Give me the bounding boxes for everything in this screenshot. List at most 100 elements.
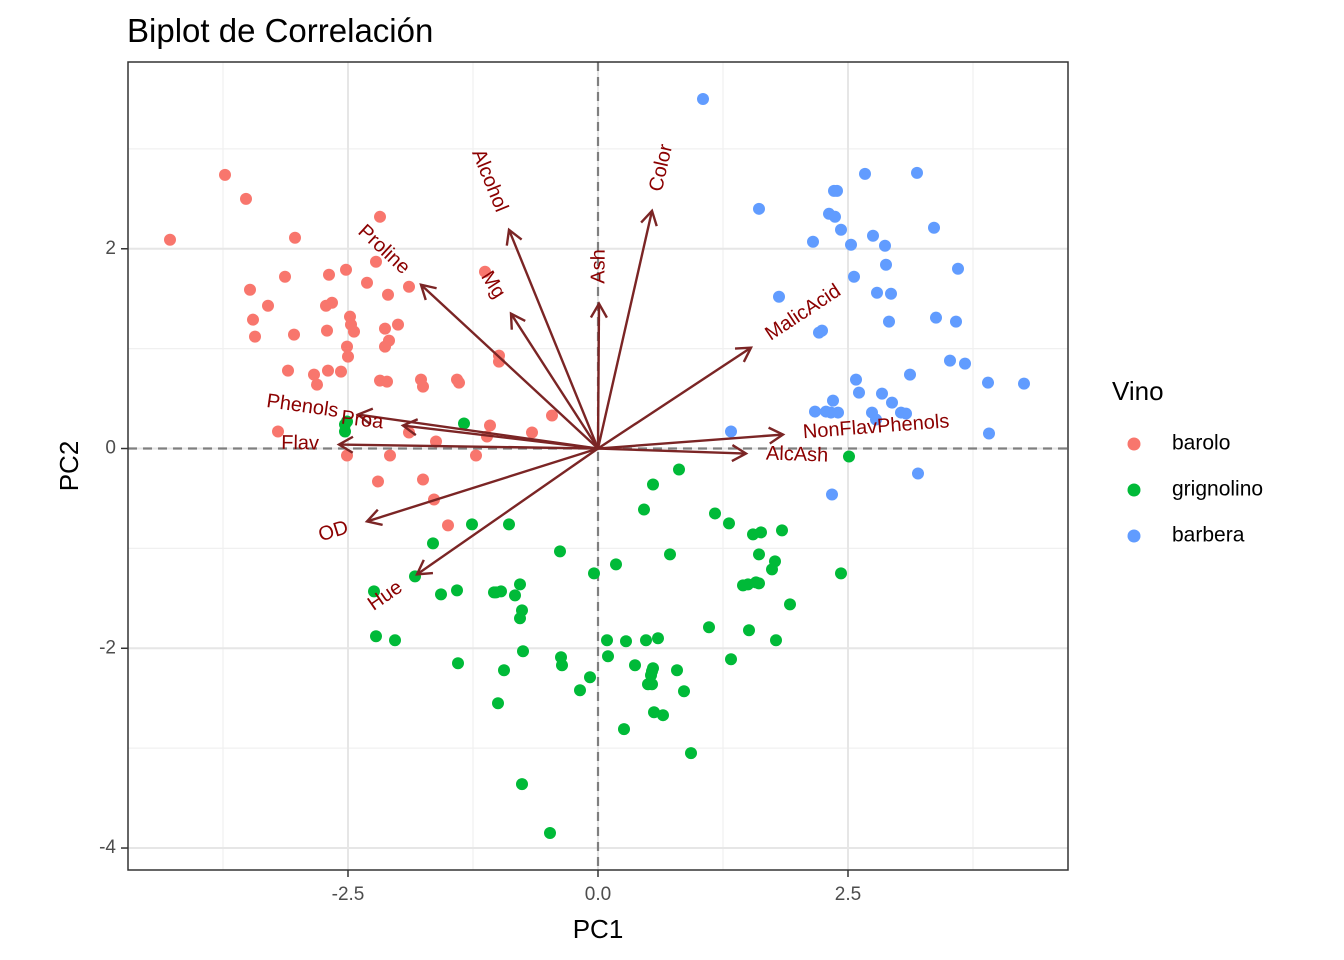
chart-title: Biplot de Correlación xyxy=(127,12,433,49)
point-barolo xyxy=(247,313,259,326)
point-barolo xyxy=(417,380,429,393)
arrowhead-Flav xyxy=(336,435,354,454)
point-barbera xyxy=(850,373,862,386)
point-grignolino xyxy=(640,634,652,647)
point-grignolino xyxy=(368,585,380,598)
point-grignolino xyxy=(574,684,586,697)
legend-label-barbera: barbera xyxy=(1172,524,1245,547)
point-grignolino xyxy=(544,827,556,840)
arrowhead-Color xyxy=(640,208,658,227)
point-barbera xyxy=(835,223,847,236)
point-barbera xyxy=(859,167,871,180)
point-barbera xyxy=(950,315,962,328)
point-barbera xyxy=(827,394,839,407)
point-grignolino xyxy=(495,585,507,598)
point-barolo xyxy=(323,268,335,281)
point-grignolino xyxy=(601,634,613,647)
point-grignolino xyxy=(503,518,515,531)
point-barolo xyxy=(374,210,386,223)
point-barbera xyxy=(952,262,964,275)
point-grignolino xyxy=(458,417,470,430)
point-barolo xyxy=(335,365,347,378)
point-barolo xyxy=(403,426,415,439)
point-grignolino xyxy=(647,478,659,491)
point-barolo xyxy=(384,449,396,462)
point-barolo xyxy=(262,299,274,312)
point-barolo xyxy=(526,426,538,439)
point-barbera xyxy=(904,368,916,381)
arrow-MalicAcid xyxy=(597,346,752,450)
point-grignolino xyxy=(556,659,568,672)
point-barbera xyxy=(853,386,865,399)
arrowhead-Proline xyxy=(419,283,437,301)
point-grignolino xyxy=(709,507,721,520)
point-barbera xyxy=(807,235,819,248)
point-barbera xyxy=(826,488,838,501)
legend-label-barolo: barolo xyxy=(1172,432,1230,455)
arrow-AlcAsh xyxy=(597,447,747,455)
point-grignolino xyxy=(835,567,847,580)
point-grignolino xyxy=(664,548,676,561)
x-axis-title: PC1 xyxy=(573,914,624,944)
point-grignolino xyxy=(554,545,566,558)
point-grignolino xyxy=(776,524,788,537)
point-barbera xyxy=(983,427,995,440)
arrow-Flav xyxy=(338,443,599,450)
point-barolo xyxy=(417,473,429,486)
point-grignolino xyxy=(753,577,765,590)
point-barolo xyxy=(341,340,353,353)
point-grignolino xyxy=(723,517,735,530)
point-barolo xyxy=(546,409,558,422)
x-tick-label: -2.5 xyxy=(332,884,365,905)
point-barbera xyxy=(773,290,785,303)
point-barolo xyxy=(372,475,384,488)
point-grignolino xyxy=(678,685,690,698)
point-grignolino xyxy=(509,589,521,602)
arrow-Proa xyxy=(402,424,599,450)
point-barolo xyxy=(382,288,394,301)
point-barolo xyxy=(379,322,391,335)
point-barolo xyxy=(342,350,354,363)
point-barolo xyxy=(370,255,382,268)
point-barolo xyxy=(288,328,300,341)
point-barbera xyxy=(829,210,841,223)
point-barolo xyxy=(164,233,176,246)
arrowhead-Mg xyxy=(509,311,526,330)
arrowhead-OD xyxy=(364,508,383,527)
point-grignolino xyxy=(638,503,650,516)
point-grignolino xyxy=(784,598,796,611)
point-barbera xyxy=(930,311,942,324)
point-barbera xyxy=(867,229,879,242)
y-tick-label: -2 xyxy=(99,637,116,658)
point-barolo xyxy=(219,168,231,181)
point-barolo xyxy=(321,324,333,337)
point-barolo xyxy=(282,364,294,377)
point-grignolino xyxy=(517,645,529,658)
point-barbera xyxy=(848,270,860,283)
point-barolo xyxy=(392,318,404,331)
loading-arrows xyxy=(336,208,786,576)
point-barolo xyxy=(326,296,338,309)
loading-label-AlcAsh: AlcAsh xyxy=(766,442,829,466)
point-barbera xyxy=(876,387,888,400)
y-axis-title: PC2 xyxy=(54,441,84,492)
legend-key-grignolino xyxy=(1127,483,1141,497)
point-grignolino xyxy=(584,671,596,684)
point-barolo xyxy=(442,519,454,532)
point-grignolino xyxy=(743,624,755,637)
point-barolo xyxy=(479,265,491,278)
x-axis: -2.5 0.0 2.5 xyxy=(332,870,861,905)
point-grignolino xyxy=(629,659,641,672)
legend-key-barolo xyxy=(1127,437,1141,451)
point-barbera xyxy=(885,287,897,300)
point-barbera xyxy=(831,184,843,197)
arrow-OD xyxy=(366,447,599,523)
y-axis: -4 -2 0 2 xyxy=(99,238,128,858)
point-grignolino xyxy=(770,634,782,647)
point-barolo xyxy=(311,378,323,391)
point-barbera xyxy=(886,396,898,409)
x-tick-label: 2.5 xyxy=(835,884,861,905)
point-grignolino xyxy=(370,630,382,643)
legend: Vino barolo grignolino barbera xyxy=(1112,376,1263,547)
arrowhead-Phenols xyxy=(355,407,374,426)
